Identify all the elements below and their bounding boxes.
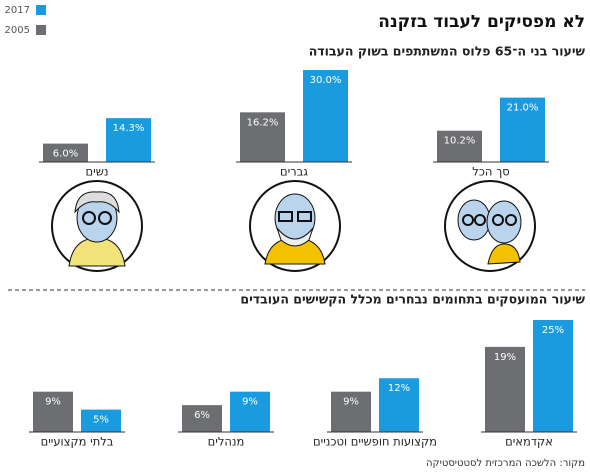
legend-swatch: [36, 25, 46, 35]
title: לא מפסיקים לעבוד בזקנה: [378, 12, 585, 32]
source: מקור: הלשכה המרכזית לסטטיסטיקה: [426, 458, 585, 469]
x-tick-label: סך הכל: [472, 165, 509, 179]
bar: [33, 391, 73, 432]
value-label: 6%: [194, 410, 210, 421]
bar: [182, 405, 222, 432]
value-label: 5%: [93, 415, 109, 426]
value-label: 9%: [343, 397, 359, 408]
legend-label: 2017: [5, 5, 30, 16]
x-tick-label: מנהלים: [208, 435, 245, 449]
bar: [240, 112, 285, 162]
value-label: 14.3%: [113, 123, 145, 134]
value-label: 6.0%: [53, 149, 78, 160]
x-tick-label: אקדמאים: [505, 435, 553, 449]
legend-label: 2005: [5, 25, 30, 36]
bar: [303, 70, 348, 162]
bar: [379, 378, 419, 432]
value-label: 19%: [494, 352, 516, 363]
legend-swatch: [36, 5, 46, 15]
value-label: 21.0%: [507, 103, 539, 114]
bar: [230, 391, 270, 432]
value-label: 12%: [388, 383, 410, 394]
bar: [43, 143, 88, 162]
subtitle: שיעור בני ה־65 פלוס המשתתפים בשוק העבודה: [309, 44, 586, 59]
bar: [500, 97, 545, 162]
x-tick-label: גברים: [280, 165, 308, 179]
portrait-men: [249, 180, 341, 272]
x-tick-label: נשים: [86, 165, 109, 179]
bar: [331, 391, 371, 432]
portrait-women: [51, 180, 143, 272]
bar: [437, 130, 482, 162]
portrait-all: [444, 180, 536, 272]
value-label: 10.2%: [444, 136, 476, 147]
bar: [533, 320, 573, 432]
bar: [485, 346, 525, 432]
bar: [81, 409, 121, 432]
x-tick-label: בלתי מקצועיים: [41, 435, 114, 449]
value-label: 30.0%: [310, 75, 342, 86]
value-label: 25%: [542, 325, 564, 336]
bar: [106, 118, 151, 162]
x-tick-label: מקצועות חופשיים וטכניים: [313, 435, 437, 449]
value-label: 9%: [242, 397, 258, 408]
value-label: 9%: [45, 397, 61, 408]
value-label: 16.2%: [247, 117, 279, 128]
subtitle: שיעור המועסקים בתחומים נבחרים מכלל הקשיש…: [240, 292, 585, 307]
portraits: [51, 180, 536, 272]
